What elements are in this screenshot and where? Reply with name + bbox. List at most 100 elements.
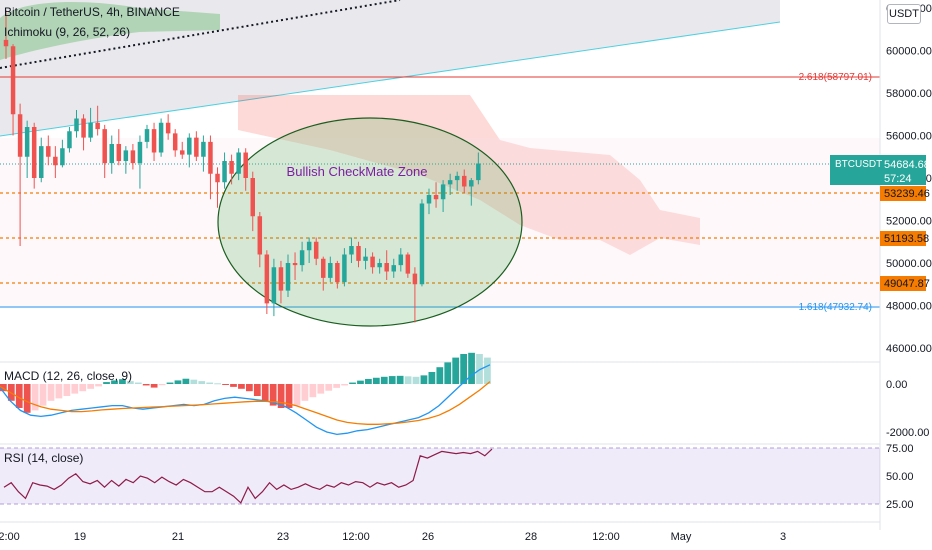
macd-hist-bar: [142, 384, 150, 386]
candle-body: [391, 265, 396, 272]
candle-body: [60, 148, 65, 166]
macd-hist-bar: [111, 380, 118, 384]
candle-body: [278, 267, 284, 291]
rsi-pane[interactable]: 75.00 50.00 25.00: [0, 443, 914, 511]
chart-header: Bitcoin / TetherUS, 4h, BINANCE Ichimoku…: [4, 2, 180, 42]
macd-hist-bar: [420, 375, 428, 384]
macd-hist-bar: [39, 384, 47, 406]
macd-hist-bar: [476, 354, 483, 384]
macd-hist-bar: [198, 381, 206, 384]
candle-body: [412, 273, 418, 285]
rsi-tick-label: 25.00: [886, 499, 914, 511]
orange-price-text: 53239.46: [884, 188, 930, 200]
candle-body: [306, 241, 312, 251]
macd-hist-bar: [134, 382, 142, 384]
candle-body: [405, 254, 411, 274]
macd-hist-bar: [380, 376, 388, 384]
macd-hist-bar: [15, 384, 23, 408]
candle-body: [151, 129, 157, 153]
ichimoku-cloud-red: [238, 95, 700, 255]
candle-body: [53, 156, 58, 166]
macd-hist-bar: [349, 382, 356, 384]
channel-shade: [0, 0, 780, 136]
rsi-title: RSI (14, close): [4, 451, 84, 465]
bullish-zone-ellipse[interactable]: [217, 117, 523, 327]
current-price-tag: [830, 155, 926, 185]
macd-hist-bar: [31, 384, 39, 411]
time-tick-label: 12:00: [0, 531, 20, 543]
macd-tick-label: 0.00: [886, 379, 907, 391]
channel-upper-line: [0, 21, 781, 137]
macd-hist-bar: [484, 357, 491, 384]
candle-body: [250, 178, 255, 217]
candle-body: [144, 129, 150, 142]
candle-body: [419, 203, 425, 285]
candle-body: [229, 161, 234, 174]
candles: [3, 10, 481, 323]
macd-line: [0, 364, 491, 436]
candle-body: [328, 263, 333, 278]
macd-hist-bar: [333, 384, 341, 388]
macd-hist-bar: [95, 384, 102, 387]
macd-hist-bar: [150, 384, 158, 388]
candle-body: [243, 152, 248, 178]
macd-pane[interactable]: 0.00 -2000.00: [0, 352, 929, 439]
macd-hist-bar: [277, 384, 285, 408]
candle-body: [116, 144, 122, 161]
candle-body: [158, 122, 164, 153]
macd-hist-bar: [261, 384, 269, 401]
macd-hist-bar: [325, 384, 333, 391]
macd-title: MACD (12, 26, close, 9): [4, 369, 133, 383]
time-tick-label: 26: [422, 531, 434, 543]
macd-hist-bar: [55, 384, 63, 399]
macd-hist-bar: [317, 384, 325, 394]
candle-body: [31, 127, 37, 178]
candle-body: [194, 137, 199, 157]
time-tick-label: 3: [780, 531, 786, 543]
candle-body: [264, 254, 270, 304]
price-pane[interactable]: Bullish CheckMate Zone 2.618(58797.01) 1…: [0, 0, 880, 360]
macd-hist-bar: [126, 381, 134, 384]
time-axis[interactable]: 12:00 19 21 23 12:00 26 28 12:00 May 3: [0, 521, 880, 543]
candle-body: [137, 141, 143, 164]
candle-body: [95, 122, 100, 130]
ichimoku-title: Ichimoku (9, 26, 52, 26): [4, 25, 131, 39]
time-tick-label: May: [671, 531, 692, 543]
macd-hist-bar: [253, 384, 261, 396]
macd-hist-bar: [396, 375, 404, 384]
candle-body: [172, 133, 178, 151]
candle-body: [426, 195, 432, 204]
candle-body: [102, 129, 107, 164]
price-tick-label: 56000.00: [886, 131, 932, 143]
fib-2618-label: 2.618(58797.01): [799, 72, 872, 83]
rsi-tick-label: 50.00: [886, 471, 914, 483]
signal-line: [0, 381, 491, 425]
zone-band: [0, 138, 880, 308]
macd-hist-bar: [460, 354, 468, 384]
macd-hist-bar: [428, 372, 436, 384]
currency-button[interactable]: USDT: [887, 4, 921, 24]
candle-body: [384, 263, 389, 272]
candle-body: [201, 141, 206, 157]
candle-body: [321, 258, 326, 278]
candle-body: [292, 263, 298, 266]
macd-hist-bar: [47, 384, 55, 401]
candle-body: [285, 263, 291, 291]
current-price: 54684.68: [884, 159, 930, 171]
time-tick-label: 21: [172, 531, 184, 543]
candle-body: [208, 141, 213, 174]
candle-body: [377, 263, 382, 268]
rsi-ticks: 75.00 50.00 25.00: [886, 443, 914, 511]
rsi-tick-label: 75.00: [886, 443, 914, 455]
price-axis[interactable]: 62000.0060000.0058000.0056000.0054000.00…: [830, 0, 932, 550]
macd-hist-bar: [301, 384, 309, 401]
candle-body: [447, 180, 453, 185]
price-tick-label: 50000.00: [886, 258, 932, 270]
time-tick-label: 19: [74, 531, 86, 543]
fib-1618-label: 1.618(47932.74): [799, 302, 872, 313]
macd-hist-bar: [87, 384, 95, 389]
candle-body: [440, 184, 446, 200]
candle-body: [476, 163, 481, 181]
macd-hist-bar: [174, 380, 182, 384]
